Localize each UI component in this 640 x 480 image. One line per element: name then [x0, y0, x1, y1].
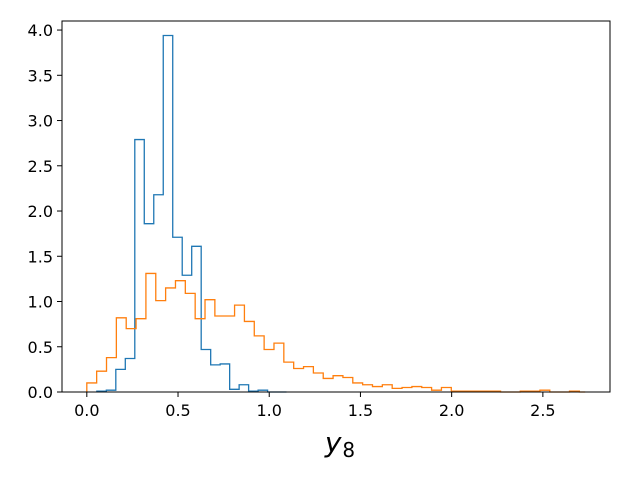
y-tick-label: 0.0	[28, 383, 53, 402]
histogram-series-2	[86, 272, 586, 393]
x-axis-label: y8	[324, 426, 355, 462]
x-tick-label: 0.5	[165, 401, 190, 420]
x-tick-label: 2.5	[530, 401, 555, 420]
y-tick-label: 0.5	[28, 338, 53, 357]
y-tick-label: 4.0	[28, 21, 53, 40]
plot-series	[86, 34, 586, 393]
x-tick-label: 0.0	[74, 401, 99, 420]
y-tick-label: 3.0	[28, 112, 53, 131]
y-axis-ticks: 0.0 0.5 1.0 1.5 2.0 2.5 3.0 3.5 4.0	[28, 21, 62, 402]
x-axis-ticks: 0.0 0.5 1.0 1.5 2.0 2.5	[74, 392, 556, 420]
histogram-series-1	[96, 34, 287, 393]
x-tick-label: 2.0	[439, 401, 464, 420]
y-tick-label: 3.5	[28, 66, 53, 85]
y-tick-label: 2.5	[28, 157, 53, 176]
x-tick-label: 1.0	[257, 401, 282, 420]
y-tick-label: 2.0	[28, 202, 53, 221]
x-tick-label: 1.5	[348, 401, 373, 420]
y-tick-label: 1.0	[28, 293, 53, 312]
plot-frame	[61, 20, 611, 393]
y-tick-label: 1.5	[28, 247, 53, 266]
